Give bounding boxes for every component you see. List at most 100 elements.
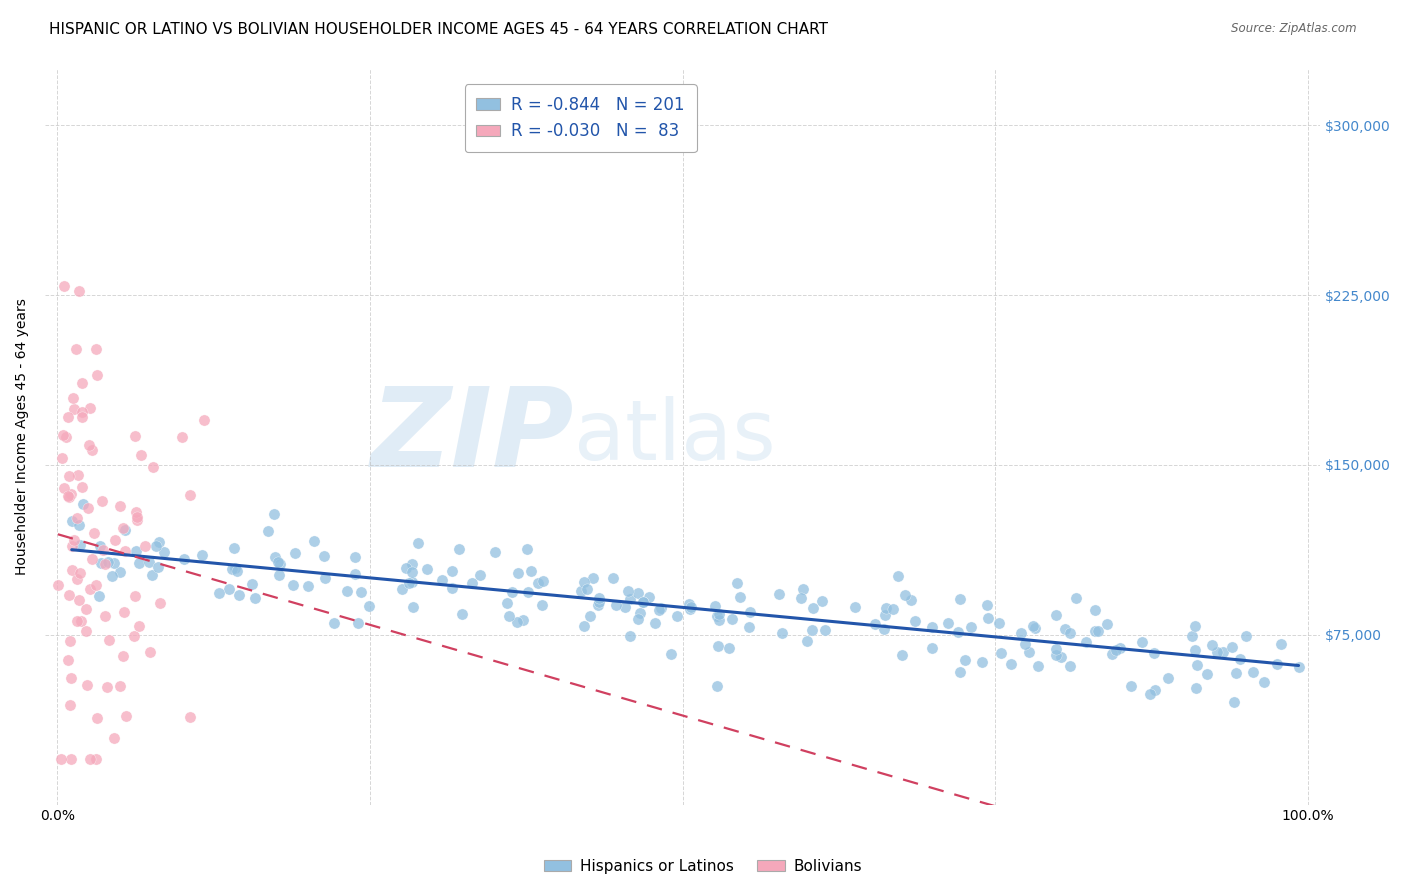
Point bbox=[60, 752, 83, 766]
Point bbox=[79, 438, 101, 452]
Point bbox=[312, 549, 335, 563]
Point bbox=[112, 648, 135, 663]
Point bbox=[1084, 603, 1107, 617]
Point bbox=[66, 572, 89, 586]
Point bbox=[706, 609, 728, 624]
Point bbox=[103, 556, 125, 570]
Point bbox=[1223, 694, 1246, 708]
Point bbox=[76, 678, 98, 692]
Point bbox=[297, 579, 319, 593]
Point bbox=[58, 588, 80, 602]
Point bbox=[972, 655, 994, 669]
Point bbox=[1253, 675, 1275, 690]
Point bbox=[1024, 621, 1046, 635]
Point bbox=[228, 588, 250, 602]
Point bbox=[269, 567, 291, 582]
Point bbox=[55, 430, 77, 444]
Point bbox=[501, 585, 523, 599]
Point bbox=[97, 633, 120, 648]
Point bbox=[1184, 618, 1206, 632]
Point bbox=[659, 648, 682, 662]
Point bbox=[707, 639, 730, 653]
Point bbox=[90, 557, 112, 571]
Point bbox=[179, 488, 201, 502]
Point bbox=[990, 646, 1012, 660]
Point bbox=[496, 596, 519, 610]
Point bbox=[1059, 658, 1081, 673]
Point bbox=[447, 541, 470, 556]
Point bbox=[283, 577, 305, 591]
Point bbox=[263, 508, 285, 522]
Point bbox=[112, 605, 135, 619]
Point bbox=[1288, 660, 1310, 674]
Point bbox=[75, 602, 97, 616]
Point bbox=[66, 615, 89, 629]
Point bbox=[721, 612, 744, 626]
Text: atlas: atlas bbox=[574, 396, 776, 477]
Point bbox=[936, 615, 959, 630]
Point bbox=[740, 605, 762, 619]
Point bbox=[801, 623, 824, 637]
Point bbox=[124, 429, 146, 443]
Point bbox=[179, 710, 201, 724]
Point bbox=[148, 535, 170, 549]
Point bbox=[93, 558, 115, 572]
Point bbox=[82, 443, 104, 458]
Point bbox=[617, 583, 640, 598]
Point bbox=[1014, 637, 1036, 651]
Point bbox=[1144, 682, 1167, 697]
Point bbox=[72, 497, 94, 511]
Point bbox=[149, 596, 172, 610]
Point bbox=[314, 571, 336, 585]
Point bbox=[221, 562, 243, 576]
Point bbox=[520, 564, 543, 578]
Point bbox=[46, 577, 69, 591]
Point bbox=[1184, 643, 1206, 657]
Point bbox=[1212, 645, 1234, 659]
Point bbox=[304, 533, 326, 548]
Point bbox=[666, 608, 689, 623]
Point bbox=[218, 582, 240, 596]
Point bbox=[80, 552, 103, 566]
Point bbox=[588, 591, 610, 606]
Point bbox=[51, 451, 73, 466]
Point bbox=[976, 599, 998, 613]
Point bbox=[946, 625, 969, 640]
Point bbox=[141, 567, 163, 582]
Point bbox=[77, 500, 100, 515]
Point bbox=[441, 564, 464, 578]
Point bbox=[863, 617, 886, 632]
Point bbox=[579, 609, 602, 624]
Point bbox=[1076, 635, 1098, 649]
Point bbox=[533, 574, 555, 589]
Point bbox=[87, 590, 110, 604]
Point bbox=[441, 581, 464, 595]
Point bbox=[588, 595, 610, 609]
Point bbox=[84, 752, 107, 766]
Point bbox=[1045, 642, 1067, 657]
Point bbox=[631, 595, 654, 609]
Point bbox=[789, 591, 811, 606]
Point bbox=[240, 577, 263, 591]
Point bbox=[94, 609, 117, 624]
Point bbox=[224, 561, 246, 575]
Point bbox=[955, 653, 977, 667]
Point bbox=[283, 546, 305, 560]
Point bbox=[1270, 637, 1292, 651]
Point bbox=[512, 613, 534, 627]
Point bbox=[75, 624, 97, 639]
Point bbox=[222, 541, 245, 556]
Point bbox=[707, 613, 730, 627]
Point bbox=[517, 585, 540, 599]
Point bbox=[79, 582, 101, 596]
Point bbox=[891, 648, 914, 662]
Point bbox=[706, 679, 728, 693]
Point bbox=[60, 563, 83, 577]
Point bbox=[79, 752, 101, 766]
Point bbox=[1234, 629, 1257, 643]
Point bbox=[644, 615, 666, 630]
Point bbox=[69, 538, 91, 552]
Point bbox=[1022, 619, 1045, 633]
Point bbox=[718, 641, 741, 656]
Point bbox=[1143, 646, 1166, 660]
